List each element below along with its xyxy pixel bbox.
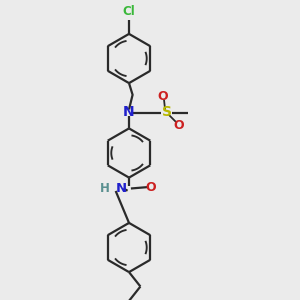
Text: O: O [145,181,156,194]
Text: S: S [161,106,172,119]
Text: O: O [158,90,168,104]
Text: O: O [174,118,184,132]
Text: H: H [100,182,110,195]
Text: N: N [123,106,135,119]
Text: Cl: Cl [123,5,135,18]
Text: N: N [116,182,127,196]
